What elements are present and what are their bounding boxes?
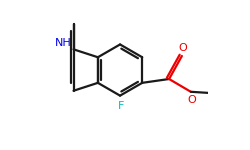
Text: O: O	[178, 43, 187, 53]
Text: F: F	[118, 101, 124, 111]
Text: NH: NH	[55, 38, 72, 48]
Text: O: O	[187, 95, 196, 105]
